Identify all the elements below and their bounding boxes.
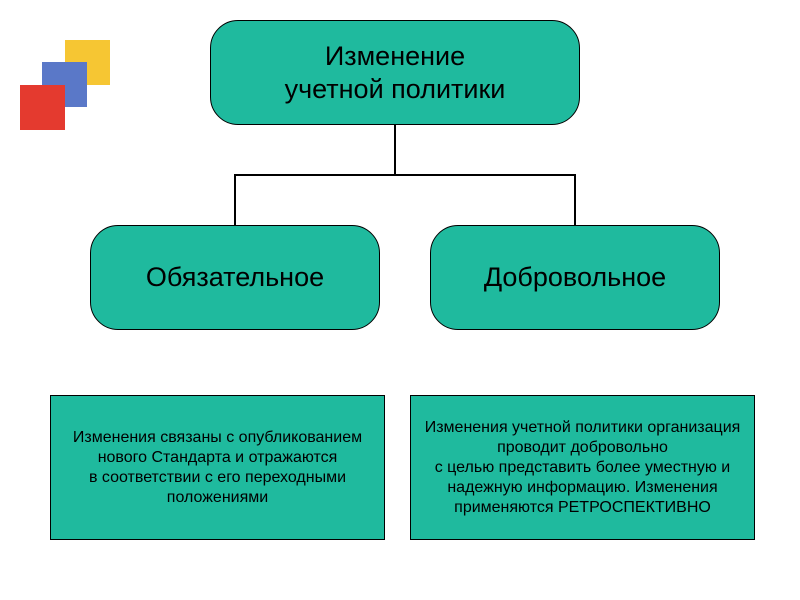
description-mandatory: Изменения связаны с опубликованием новог… — [50, 395, 385, 540]
root-node-label: Изменениеучетной политики — [285, 40, 506, 105]
description-mandatory-text: Изменения связаны с опубликованием новог… — [59, 428, 376, 508]
description-voluntary: Изменения учетной политики организация п… — [410, 395, 755, 540]
root-node: Изменениеучетной политики — [210, 20, 580, 125]
child-node-mandatory-label: Обязательное — [146, 262, 324, 293]
diagram-canvas: Изменениеучетной политики Обязательное Д… — [0, 0, 800, 600]
child-node-mandatory: Обязательное — [90, 225, 380, 330]
child-node-voluntary-label: Добровольное — [484, 262, 666, 293]
description-voluntary-text: Изменения учетной политики организация п… — [419, 418, 746, 518]
child-node-voluntary: Добровольное — [430, 225, 720, 330]
